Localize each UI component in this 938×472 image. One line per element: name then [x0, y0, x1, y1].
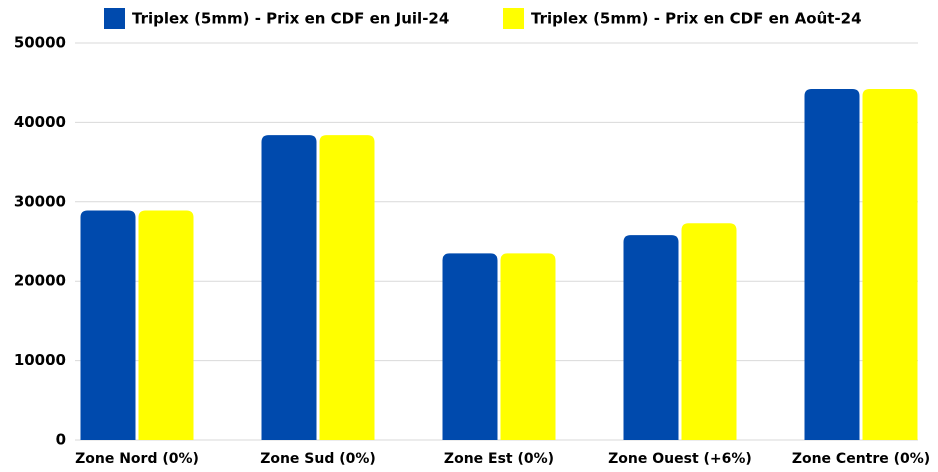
legend-swatch	[503, 8, 524, 29]
x-tick-label: Zone Est (0%)	[444, 451, 554, 467]
bar	[80, 210, 136, 440]
bar	[500, 253, 556, 440]
bar	[261, 135, 317, 440]
bar	[681, 223, 737, 440]
y-tick-label: 50000	[14, 34, 66, 52]
x-tick-label: Zone Ouest (+6%)	[608, 451, 752, 467]
legend-swatch	[104, 8, 125, 29]
bar	[138, 210, 194, 440]
bar	[623, 235, 679, 440]
bar	[319, 135, 375, 440]
x-tick-label: Zone Centre (0%)	[792, 451, 930, 467]
x-tick-label: Zone Sud (0%)	[260, 451, 376, 467]
y-tick-label: 10000	[14, 351, 66, 369]
bar	[862, 89, 918, 440]
legend-label: Triplex (5mm) - Prix en CDF en Août-24	[531, 10, 862, 28]
bar	[442, 253, 498, 440]
x-tick-label: Zone Nord (0%)	[75, 451, 199, 467]
bar	[804, 89, 860, 440]
y-tick-label: 20000	[14, 272, 66, 290]
y-tick-label: 40000	[14, 113, 66, 131]
y-tick-label: 0	[56, 431, 66, 449]
y-tick-label: 30000	[14, 192, 66, 210]
legend-label: Triplex (5mm) - Prix en CDF en Juil-24	[132, 10, 449, 28]
